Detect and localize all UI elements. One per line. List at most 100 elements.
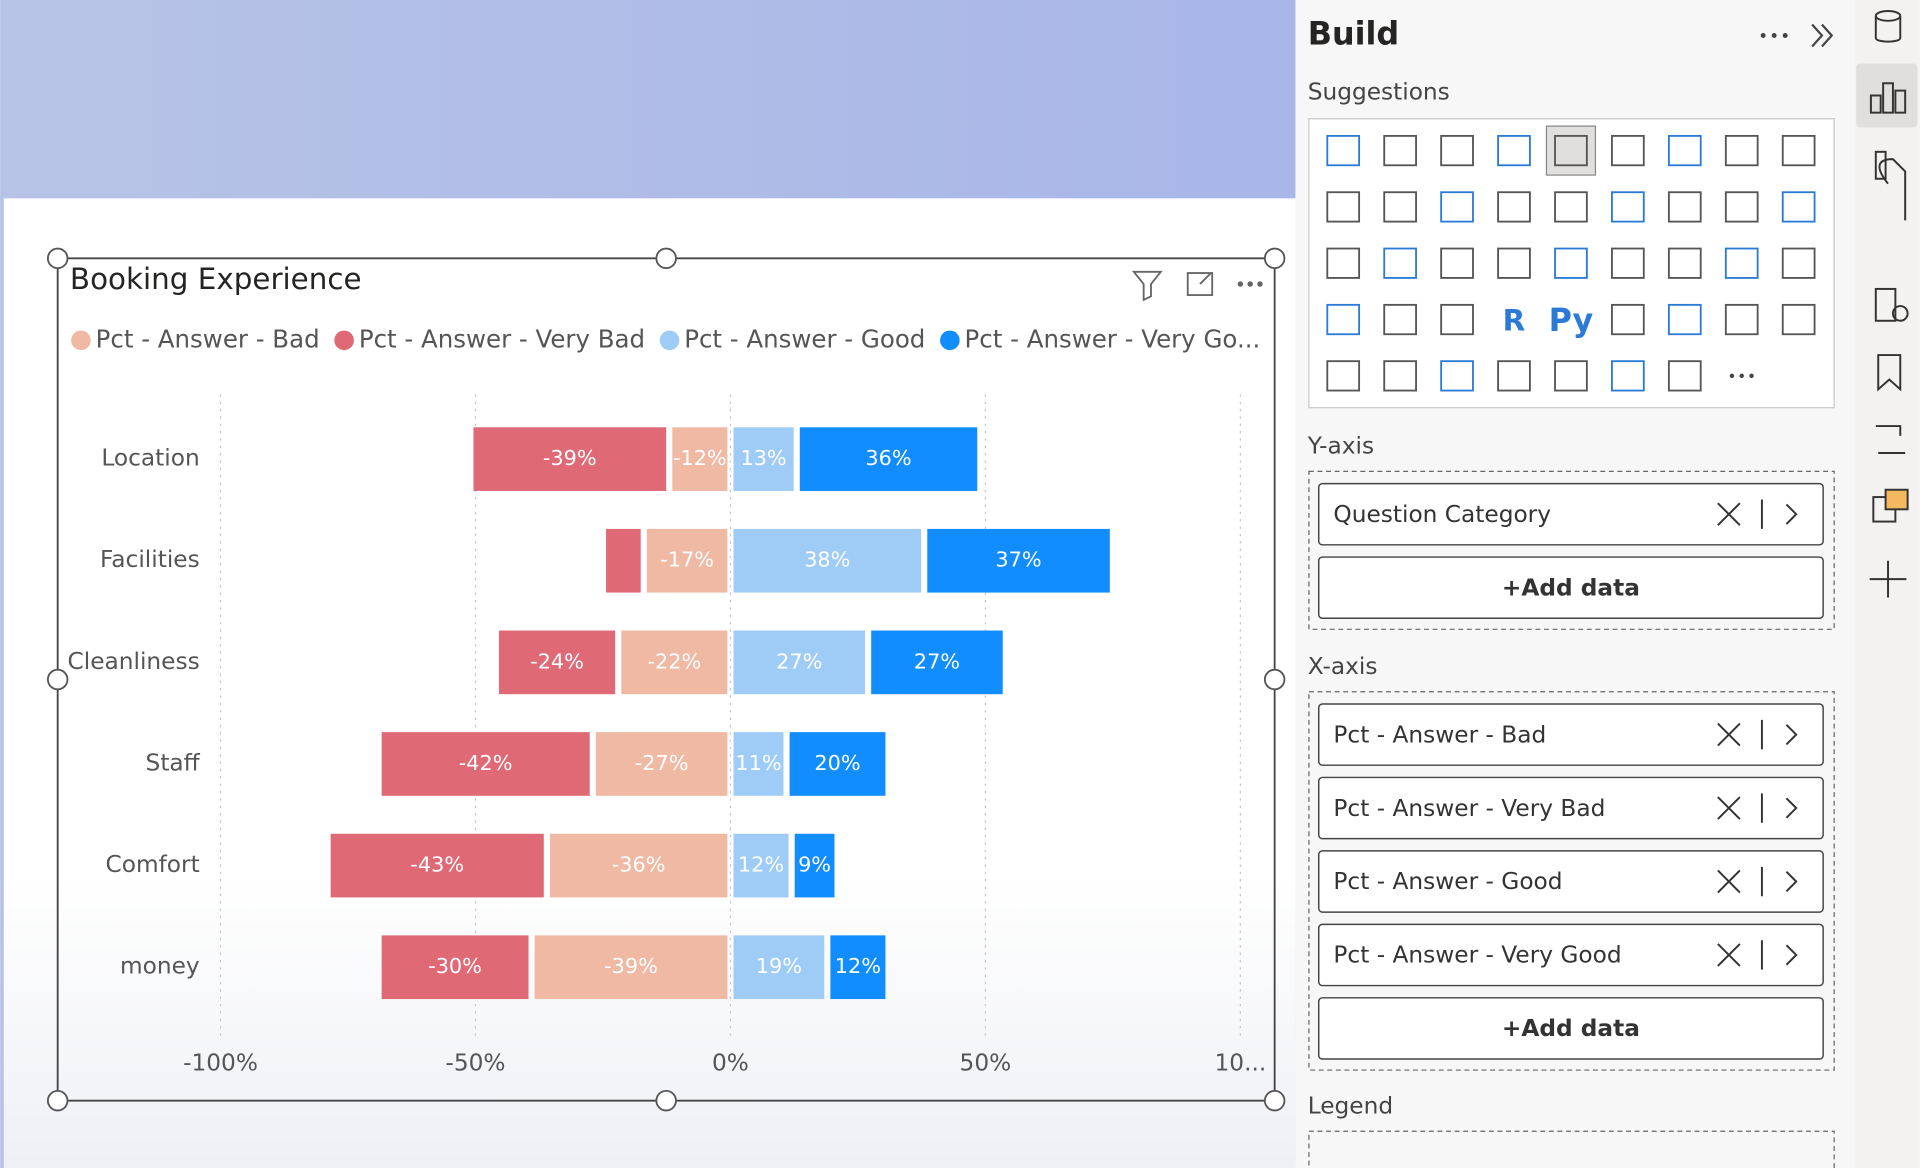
visual-icon[interactable]: [1554, 247, 1588, 279]
bar-segment[interactable]: [606, 528, 641, 593]
bar-segment[interactable]: [498, 630, 616, 695]
visual-icon[interactable]: [1611, 303, 1645, 336]
visual-icon[interactable]: [1667, 191, 1702, 223]
field-name: Pct - Answer - Good: [1333, 868, 1562, 895]
legend-label[interactable]: Pct - Answer - Bad: [96, 324, 320, 353]
collapse-pane[interactable]: [1811, 23, 1834, 48]
visual-icon[interactable]: [1781, 191, 1816, 223]
visual-icon[interactable]: [1326, 303, 1361, 336]
visual-icon[interactable]: [1554, 191, 1588, 223]
bar-segment[interactable]: [733, 528, 922, 593]
visual-icon[interactable]: [1611, 247, 1645, 279]
visual-icon[interactable]: [1611, 134, 1645, 167]
bar-segment[interactable]: [381, 732, 590, 796]
visual-icon[interactable]: [1440, 247, 1474, 279]
bar-segment[interactable]: [549, 833, 728, 898]
field-pill[interactable]: [1317, 850, 1824, 913]
remove-icon[interactable]: [1717, 940, 1798, 970]
legend-marker: [334, 330, 354, 351]
visual-icon[interactable]: [1497, 360, 1531, 392]
bar-segment[interactable]: [330, 833, 544, 898]
visual-icon[interactable]: [1611, 191, 1645, 223]
field-pill[interactable]: [1317, 923, 1824, 987]
section-label: Suggestions: [1308, 79, 1450, 106]
remove-icon[interactable]: [1717, 499, 1798, 529]
add-data-button[interactable]: [1317, 997, 1824, 1060]
bar-segment[interactable]: [672, 427, 728, 491]
remove-icon[interactable]: [1717, 866, 1798, 897]
visual-icon[interactable]: [1440, 191, 1474, 223]
bar-segment[interactable]: [871, 630, 1003, 695]
data-label: 19%: [756, 954, 802, 978]
visual-icon[interactable]: [1440, 303, 1474, 336]
visual-icon[interactable]: [1383, 191, 1417, 223]
bar-segment[interactable]: [733, 833, 789, 898]
visual-icon[interactable]: [1724, 134, 1759, 167]
visual-icon[interactable]: [1383, 360, 1417, 392]
add-data-button[interactable]: [1317, 556, 1824, 620]
visual-header-icons[interactable]: [1131, 270, 1263, 302]
field-pill[interactable]: [1317, 776, 1824, 840]
visual-icon[interactable]: [1667, 360, 1702, 392]
resize-handles[interactable]: [46, 247, 1286, 1112]
visual-icon[interactable]: [1497, 134, 1531, 167]
bar-segment[interactable]: [789, 732, 886, 796]
visual-icon[interactable]: [1724, 191, 1759, 223]
legend-label[interactable]: Pct - Answer - Very Bad: [359, 324, 645, 353]
visual-icon[interactable]: [1724, 303, 1759, 336]
rail-icons[interactable]: [1856, 10, 1918, 598]
visual-icon[interactable]: [1326, 360, 1361, 392]
remove-icon[interactable]: [1717, 719, 1798, 750]
visual-icon[interactable]: [1781, 303, 1816, 336]
visual-icon[interactable]: [1326, 247, 1361, 279]
legend-label[interactable]: Pct - Answer - Very Go...: [965, 324, 1261, 353]
bar-segment[interactable]: [733, 935, 825, 1000]
bar-segment[interactable]: [830, 935, 886, 1000]
visual-icon[interactable]: [1667, 303, 1702, 336]
icon-text[interactable]: Py: [1549, 301, 1594, 339]
bar-segment[interactable]: [534, 935, 728, 1000]
icon-text[interactable]: R: [1503, 303, 1526, 337]
remove-icon[interactable]: [1717, 793, 1798, 823]
visual-icon[interactable]: [1497, 247, 1531, 279]
visual-icon[interactable]: [1383, 134, 1417, 167]
visual-icon[interactable]: [1440, 134, 1474, 167]
visual-icon[interactable]: [1724, 247, 1759, 279]
visual-icon[interactable]: [1781, 247, 1816, 279]
bar-segment[interactable]: [621, 630, 728, 695]
visual-icon[interactable]: [1326, 134, 1361, 167]
category-label: Cleanliness: [68, 648, 200, 675]
bar-segment[interactable]: [595, 732, 728, 796]
category-label: Comfort: [105, 851, 199, 878]
visual-icon[interactable]: [1383, 303, 1417, 336]
visual-icon[interactable]: [1781, 134, 1816, 167]
category-label: Facilities: [100, 546, 200, 573]
pane-more[interactable]: [1760, 33, 1788, 38]
well: [1308, 470, 1835, 630]
visual-icon[interactable]: [1440, 360, 1474, 392]
category-label: Staff: [146, 749, 201, 776]
bar-segment[interactable]: [927, 528, 1110, 593]
data-label: -39%: [604, 954, 658, 978]
bar-segment[interactable]: [733, 732, 784, 796]
visual-icon[interactable]: [1554, 360, 1588, 392]
bar-segment[interactable]: [733, 427, 794, 491]
visual-icon[interactable]: [1497, 191, 1531, 223]
bar-segment[interactable]: [733, 630, 866, 695]
bar-segment[interactable]: [799, 427, 978, 491]
visual-icon[interactable]: [1383, 247, 1417, 279]
bar-segment[interactable]: [794, 833, 835, 898]
visual-icon[interactable]: [1667, 134, 1702, 167]
visual-icon[interactable]: [1667, 247, 1702, 279]
data-label: 13%: [740, 446, 786, 470]
visual-icon[interactable]: [1611, 360, 1645, 392]
legend-label[interactable]: Pct - Answer - Good: [684, 324, 925, 353]
field-pill[interactable]: [1317, 482, 1824, 546]
visual-icon[interactable]: [1326, 191, 1361, 223]
bar-segment[interactable]: [381, 935, 529, 1000]
bar-segment[interactable]: [646, 528, 728, 593]
data-label: -30%: [428, 954, 482, 978]
bar-segment[interactable]: [473, 427, 667, 491]
field-pill[interactable]: [1317, 703, 1824, 766]
visual-icon[interactable]: [1554, 134, 1588, 167]
